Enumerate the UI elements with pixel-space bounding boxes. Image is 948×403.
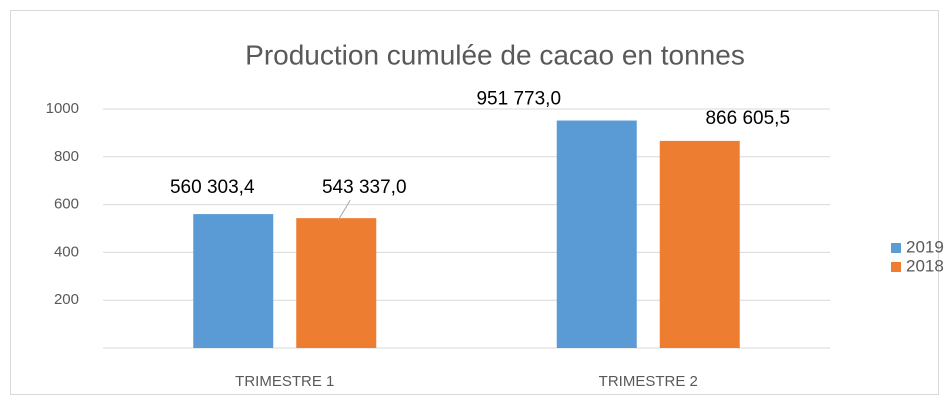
leader-line <box>337 199 351 221</box>
data-label: 543 337,0 <box>322 177 407 198</box>
x-tick-label: TRIMESTRE 1 <box>235 373 334 390</box>
y-tick-label: 600 <box>54 196 79 213</box>
y-tick-label: 200 <box>54 291 79 308</box>
chart-title: Production cumulée de cacao en tonnes <box>245 39 745 70</box>
chart-frame <box>10 10 939 395</box>
data-label: 951 773,0 <box>476 89 561 110</box>
legend-label: 2018 <box>906 256 944 275</box>
bar <box>556 120 637 349</box>
data-label: 866 605,5 <box>705 108 790 129</box>
data-label: 560 303,4 <box>170 177 255 198</box>
legend-swatch <box>891 262 901 272</box>
legend-swatch <box>891 243 901 253</box>
y-tick-label: 400 <box>54 243 79 260</box>
legend-label: 2019 <box>906 237 944 256</box>
bar <box>193 214 274 348</box>
x-tick-label: TRIMESTRE 2 <box>599 373 698 390</box>
bar <box>296 218 377 348</box>
y-tick-label: 800 <box>54 148 79 165</box>
bar <box>659 140 740 348</box>
y-tick-label: 1000 <box>46 100 79 117</box>
